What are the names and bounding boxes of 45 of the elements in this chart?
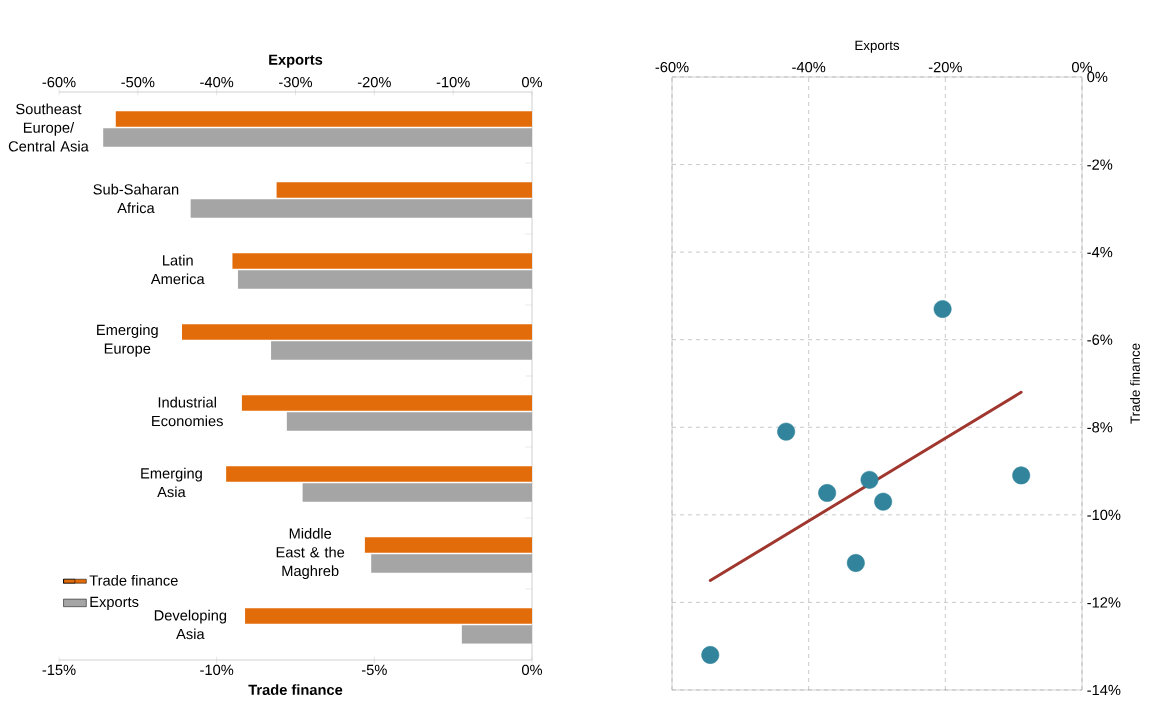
x2-tick-label: -60% (42, 76, 76, 88)
y-tick-label: -6% (1087, 334, 1113, 345)
x-axis-title: Exports (855, 40, 900, 53)
point (933, 300, 952, 318)
legend-label: Exports (90, 596, 139, 610)
x2-axis-title: Exports (269, 54, 323, 68)
point (701, 646, 720, 664)
x2-tick-label: 0% (521, 76, 543, 88)
y-tick-label: Latin America (150, 254, 205, 285)
x2-tick-label: -40% (200, 76, 234, 88)
x2-tick-label: -30% (279, 76, 313, 88)
x2-tick-label: -20% (357, 76, 391, 88)
point (777, 422, 796, 441)
y-tick-label: Developing Asia (154, 609, 227, 640)
x2-tick-label: -10% (436, 76, 470, 88)
y-tick-label: -2% (1087, 159, 1113, 170)
point (860, 470, 879, 489)
point (846, 554, 865, 572)
point (874, 492, 893, 511)
y-tick-label: -14% (1087, 684, 1121, 696)
x-tick-label: -5% (361, 664, 387, 676)
y-tick-label: -8% (1087, 422, 1113, 433)
y-tick-label: -10% (1087, 509, 1121, 521)
y-tick-label: -4% (1087, 247, 1113, 258)
y-tick-label: Sub-Saharan Africa (93, 183, 179, 214)
y-tick-label: -12% (1087, 597, 1121, 608)
x-axis-title: Trade finance (248, 684, 343, 696)
x-tick-label: 0% (521, 664, 543, 676)
y-tick-label: Industrial Economies (152, 396, 223, 427)
x-tick-label: -10% (200, 664, 234, 676)
y-tick-label: Emerging Europe (97, 324, 158, 357)
x-tick-label: -15% (42, 664, 76, 676)
x2-tick-label: -50% (121, 76, 155, 88)
x-tick-label: -20% (928, 61, 962, 73)
x-tick-label: -60% (655, 61, 689, 73)
point (1012, 466, 1031, 485)
x-tick-label: -40% (792, 61, 826, 73)
y-axis-title: Trade finance (1130, 343, 1140, 424)
y-tick-label: Southeast Europe/ Central Asia (8, 103, 89, 152)
y-tick-label: Middle East & the Maghreb (276, 527, 345, 579)
legend-label: Trade finance (89, 574, 178, 586)
y-tick-label: Emerging Asia (141, 467, 202, 498)
y-tick-label: 0% (1087, 71, 1108, 83)
point (818, 484, 837, 502)
x-tick-label: 0% (1071, 61, 1093, 73)
